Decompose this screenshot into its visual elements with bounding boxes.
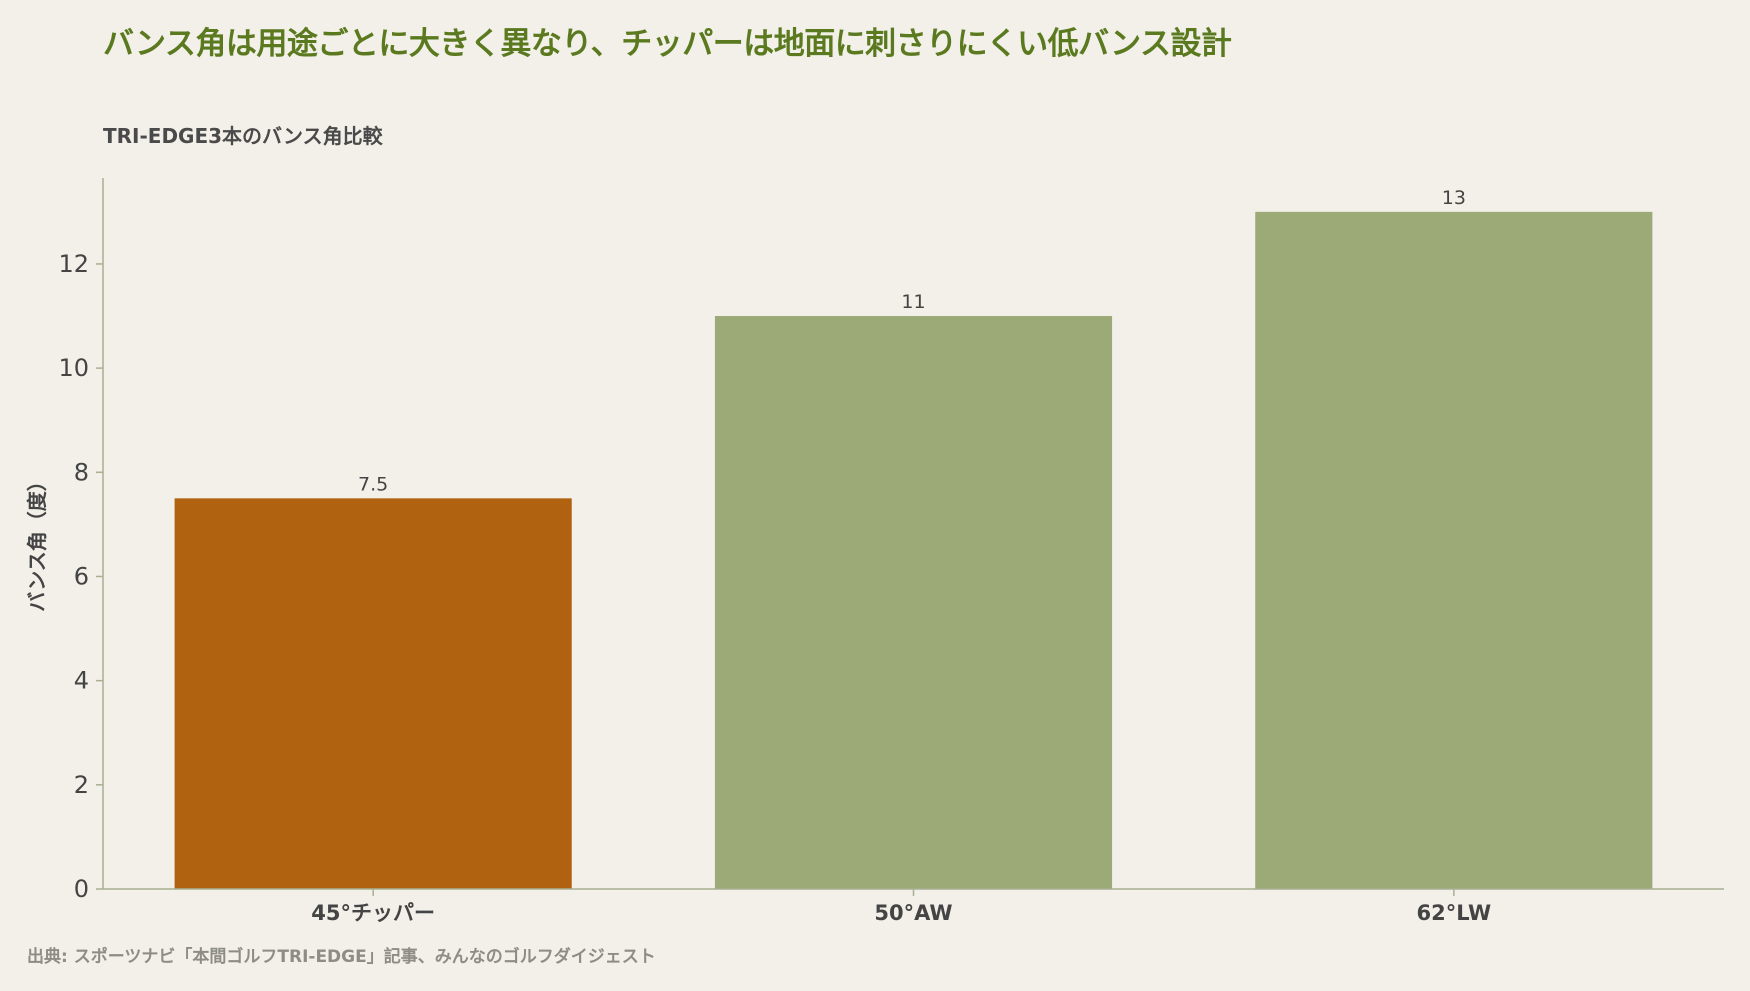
x-category-label: 62°LW bbox=[1417, 901, 1492, 925]
y-axis-title: バンス角（度） bbox=[25, 471, 49, 612]
bar bbox=[714, 316, 1113, 889]
bar-value-label: 11 bbox=[901, 291, 925, 313]
y-tick-label: 8 bbox=[74, 458, 89, 486]
bar-value-label: 13 bbox=[1442, 187, 1466, 209]
bar bbox=[1255, 211, 1653, 889]
source-note: 出典: スポーツナビ「本間ゴルフTRI-EDGE」記事、みんなのゴルフダイジェス… bbox=[27, 947, 656, 967]
chart-title: バンス角は用途ごとに大きく異なり、チッパーは地面に刺さりにくい低バンス設計 bbox=[103, 26, 1232, 62]
chart-subtitle: TRI-EDGE3本のバンス角比較 bbox=[103, 124, 383, 148]
y-tick-label: 2 bbox=[74, 771, 89, 799]
bar bbox=[174, 498, 572, 889]
y-tick-label: 6 bbox=[74, 562, 89, 590]
bar-value-label: 7.5 bbox=[358, 473, 388, 495]
y-tick-label: 10 bbox=[58, 354, 89, 382]
x-category-label: 50°AW bbox=[874, 901, 952, 925]
y-tick-label: 12 bbox=[58, 250, 89, 278]
y-tick-label: 4 bbox=[74, 667, 89, 695]
y-axis: 0 2 4 6 8 10 12 bbox=[58, 178, 104, 903]
x-category-label: 45°チッパー bbox=[311, 901, 435, 925]
y-tick-label: 0 bbox=[74, 875, 89, 903]
x-axis: 45°チッパー 50°AW 62°LW bbox=[103, 888, 1724, 925]
bars: 7.5 11 13 bbox=[174, 187, 1653, 889]
